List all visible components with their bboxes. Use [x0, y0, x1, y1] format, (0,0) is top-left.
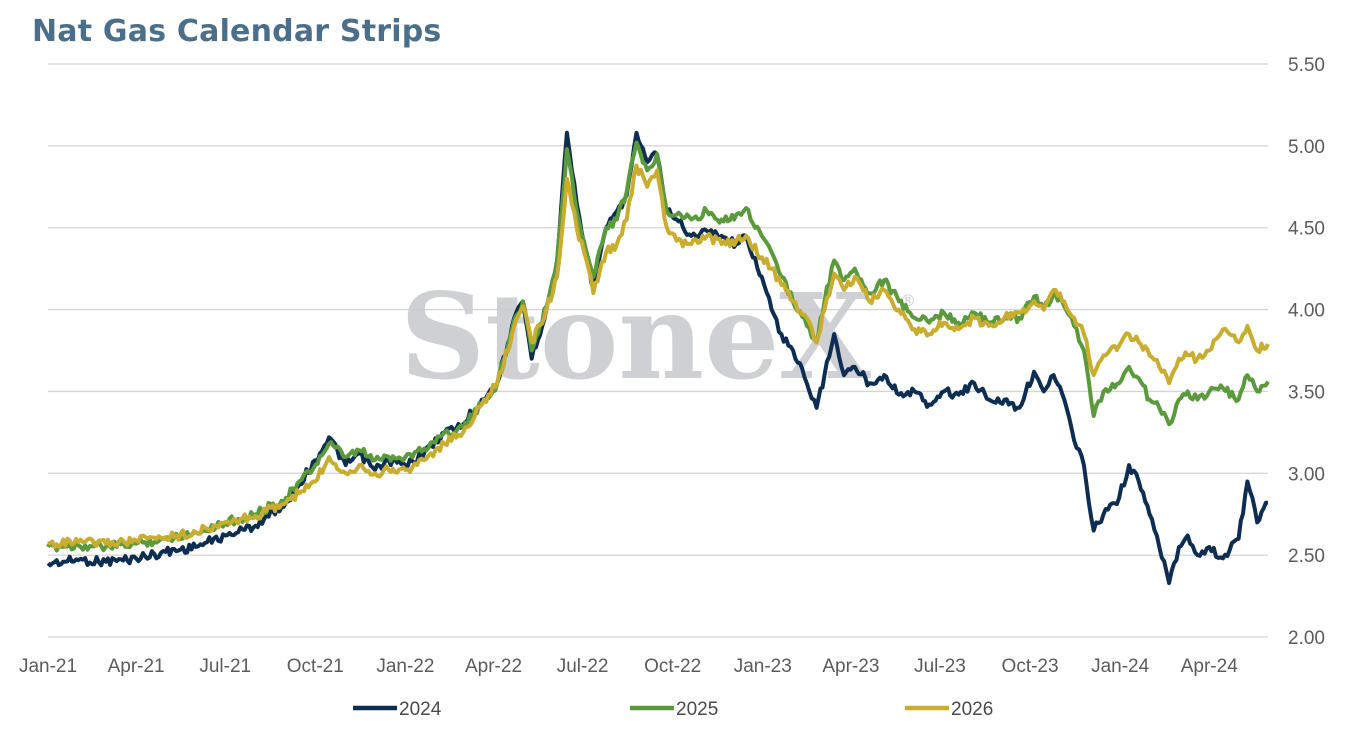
- legend-label-2025: 2025: [676, 699, 718, 720]
- x-tick-label: Oct-22: [644, 656, 701, 677]
- x-tick-label: Jan-22: [376, 656, 434, 677]
- x-tick-label: Jul-23: [914, 656, 966, 677]
- stonex-watermark: StoneX ®: [400, 267, 916, 406]
- series-line-2024: [46, 130, 1268, 585]
- chart-title: Nat Gas Calendar Strips: [32, 14, 442, 49]
- gridlines: [48, 63, 1268, 638]
- x-tick-label: Jul-22: [557, 656, 609, 677]
- legend-label-2026: 2026: [951, 699, 993, 720]
- y-tick-label: 3.50: [1288, 382, 1325, 403]
- y-tick-label: 2.50: [1288, 546, 1325, 567]
- x-tick-label: Jan-24: [1091, 656, 1150, 677]
- y-tick-label: 5.00: [1288, 137, 1325, 158]
- x-tick-label: Oct-23: [1002, 656, 1059, 677]
- x-tick-label: Apr-24: [1181, 656, 1238, 677]
- watermark-text: StoneX: [400, 267, 871, 406]
- y-tick-label: 5.50: [1288, 55, 1325, 76]
- y-tick-label: 2.00: [1288, 628, 1325, 649]
- legend: 2024 2025 2026: [353, 699, 993, 720]
- x-tick-label: Jan-23: [734, 656, 792, 677]
- x-tick-label: Apr-21: [108, 656, 165, 677]
- y-axis-ticks: 2.00 2.50 3.00 3.50 4.00 4.50 5.00 5.50: [1288, 55, 1325, 649]
- x-tick-label: Apr-22: [465, 656, 522, 677]
- y-tick-label: 3.00: [1288, 464, 1325, 485]
- x-tick-label: Apr-23: [822, 656, 879, 677]
- y-tick-label: 4.00: [1288, 301, 1325, 322]
- x-axis-ticks: Jan-21 Apr-21 Jul-21 Oct-21 Jan-22 Apr-22 Jul-…: [19, 656, 1238, 677]
- series-line-2026: [47, 163, 1270, 549]
- x-tick-label: Jan-21: [19, 656, 77, 677]
- x-tick-label: Oct-21: [287, 656, 344, 677]
- y-tick-label: 4.50: [1288, 219, 1325, 240]
- series-lines: [46, 130, 1270, 585]
- x-tick-label: Jul-21: [199, 656, 251, 677]
- legend-label-2024: 2024: [399, 699, 442, 720]
